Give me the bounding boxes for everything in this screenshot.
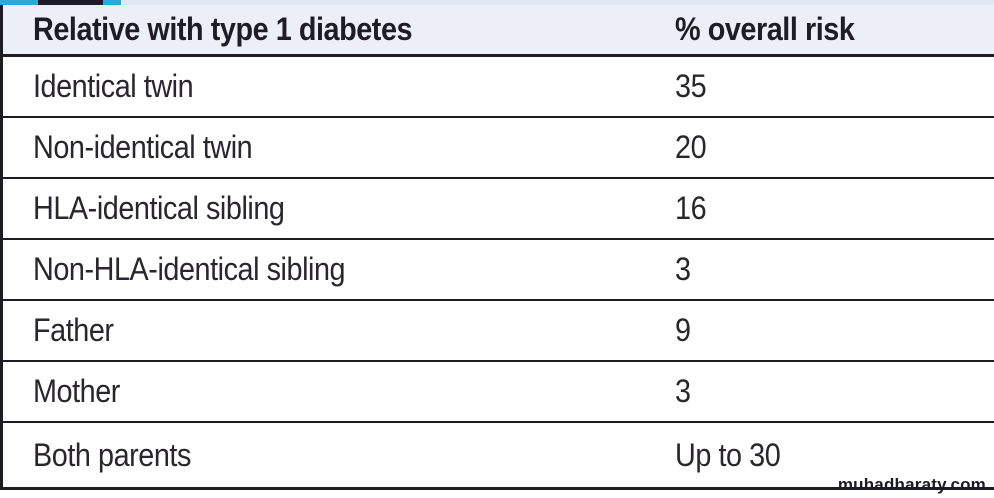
header-cell-risk: % overall risk xyxy=(645,11,994,48)
accent-bar-cyan-right xyxy=(103,0,121,5)
table-row: Father 9 xyxy=(3,301,994,362)
table-row: Identical twin 35 xyxy=(3,57,994,118)
risk-table: Relative with type 1 diabetes % overall … xyxy=(0,5,994,490)
table-row: Non-HLA-identical sibling 3 xyxy=(3,240,994,301)
relative-value: Both parents xyxy=(33,436,191,473)
relative-cell: Identical twin xyxy=(3,68,645,105)
table-header-row: Relative with type 1 diabetes % overall … xyxy=(3,5,994,57)
relative-cell: HLA-identical sibling xyxy=(3,190,645,227)
relative-value: Non-identical twin xyxy=(33,129,253,165)
relative-cell: Non-identical twin xyxy=(3,129,645,166)
risk-cell: 16 xyxy=(645,190,994,227)
risk-value: 9 xyxy=(675,312,691,348)
top-accent-strip xyxy=(0,0,994,5)
relative-cell: Father xyxy=(3,312,645,349)
risk-cell: 3 xyxy=(645,251,994,288)
relative-value: Father xyxy=(33,312,114,348)
table-row: Mother 3 xyxy=(3,362,994,423)
table-row: HLA-identical sibling 16 xyxy=(3,179,994,240)
relative-cell: Mother xyxy=(3,373,645,410)
relative-cell: Both parents xyxy=(3,437,645,474)
relative-value: Mother xyxy=(33,373,120,409)
header-relative-label: Relative with type 1 diabetes xyxy=(33,11,413,47)
risk-value: 20 xyxy=(675,129,707,165)
risk-value: Up to 30 xyxy=(675,436,781,473)
risk-cell: 3 xyxy=(645,373,994,410)
risk-cell: Up to 30 xyxy=(645,437,994,474)
table-row: Non-identical twin 20 xyxy=(3,118,994,179)
accent-bar-light xyxy=(121,0,994,5)
relative-value: Non-HLA-identical sibling xyxy=(33,251,346,287)
risk-cell: 35 xyxy=(645,68,994,105)
relative-value: HLA-identical sibling xyxy=(33,190,285,226)
watermark-text: muhadharaty.com xyxy=(837,475,986,494)
risk-cell: 9 xyxy=(645,312,994,349)
accent-bar-navy xyxy=(38,0,103,5)
risk-value: 35 xyxy=(675,68,707,104)
accent-bar-cyan-left xyxy=(0,0,38,5)
risk-value: 16 xyxy=(675,190,707,226)
header-cell-relative: Relative with type 1 diabetes xyxy=(3,11,645,48)
relative-value: Identical twin xyxy=(33,68,194,104)
risk-value: 3 xyxy=(675,373,691,409)
relative-cell: Non-HLA-identical sibling xyxy=(3,251,645,288)
table-row: Both parents Up to 30 xyxy=(3,423,994,490)
risk-cell: 20 xyxy=(645,129,994,166)
risk-value: 3 xyxy=(675,251,691,287)
header-risk-label: % overall risk xyxy=(675,11,855,47)
